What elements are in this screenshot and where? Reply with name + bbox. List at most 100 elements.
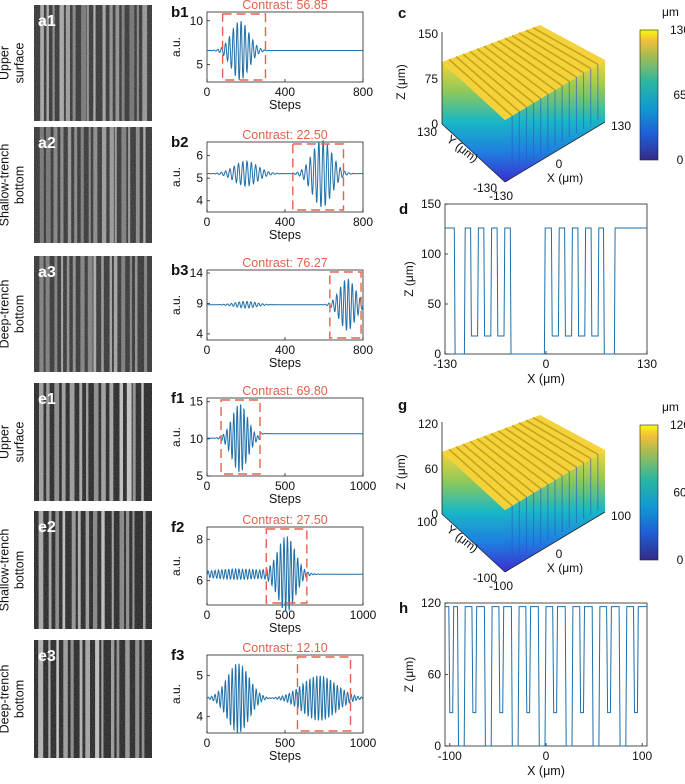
colorbar [639, 424, 659, 561]
caption-line: Shallow-trench [0, 529, 12, 612]
x-tick-label: 1000 [350, 608, 377, 622]
surface-ridge [476, 438, 542, 490]
colorbar-unit: μm [662, 400, 679, 414]
y-axis-label: a.u. [169, 37, 183, 57]
micrograph-caption: Shallow-trenchbottom [0, 529, 27, 612]
surface-ridge [518, 422, 584, 464]
contrast-box [329, 271, 362, 339]
surface-ridge [525, 29, 592, 70]
caption-line: Deep-trench [0, 280, 12, 349]
contrast-box [292, 143, 345, 211]
caption-line: surface [13, 42, 27, 83]
x-tick-label: 0 [204, 479, 211, 493]
x-tick-label: 0 [204, 85, 211, 99]
plot-frame [206, 397, 364, 477]
chart-b1: 0 400 800 5 10 Contrast: 56.85 b1 a.u. Steps [169, 0, 373, 112]
micrograph-a3: a3 Deep-trenchbottom [0, 256, 152, 372]
caption-line: bottom [13, 680, 27, 718]
surface-ridge [448, 448, 513, 507]
y-tick-label: 14 [190, 266, 204, 280]
panel-label-c: c [398, 5, 406, 22]
x-axis-label: Steps [269, 492, 301, 506]
surface-ridge [504, 427, 570, 473]
panel-label-a2: a2 [38, 135, 56, 152]
colorbar-tick-label: 60 [673, 486, 685, 500]
x-tick-label: 0 [556, 547, 563, 561]
y-tick-label: 50 [428, 297, 442, 311]
y-tick-label: 100 [417, 515, 437, 529]
colorbar-unit: μm [662, 5, 679, 19]
x-axis-label: Steps [269, 356, 301, 370]
x-tick-label: -100 [489, 579, 513, 593]
micrograph-e2: e2 Shallow-trenchbottom [0, 511, 152, 629]
y-tick-label: -130 [473, 181, 497, 195]
x-axis-label: Steps [269, 749, 301, 763]
x-tick-label: 0 [556, 157, 563, 171]
x-tick-label: 800 [353, 343, 373, 357]
y-tick-label: 10 [190, 432, 204, 446]
caption-line: bottom [13, 166, 27, 204]
y-axis [441, 123, 506, 183]
profile-line [445, 606, 647, 747]
x-tick-label: 100 [632, 749, 652, 763]
panel-label-e3: e3 [38, 648, 56, 665]
y-tick-label: 4 [196, 327, 203, 341]
micrograph-caption: Uppersurface [0, 421, 27, 462]
y-axis-label: Z (μm) [402, 657, 416, 693]
x-tick-label: -100 [438, 749, 462, 763]
colorbar-tick-label: 65 [673, 88, 685, 102]
y-tick-label: 130 [417, 125, 437, 139]
y-tick-label: -100 [473, 571, 497, 585]
micrograph-a2: a2 Shallow-trenchbottom [0, 127, 152, 243]
colorbar-tick-label: 0 [677, 553, 684, 567]
micrograph-e3: e3 Deep-trenchbottom [0, 640, 152, 758]
chart-f2: 0 500 1000 6 8 Contrast: 27.50 f2 a.u. Steps [169, 513, 377, 635]
chart-b3: 0 400 800 4 9 14 Contrast: 76.27 b3 a.u. Steps [169, 256, 373, 370]
surface-ridge [490, 432, 556, 481]
micrograph-caption: Shallow-trenchbottom [0, 144, 27, 227]
colorbar-tick-label: 0 [677, 153, 684, 167]
x-tick-label: -130 [433, 357, 457, 371]
x-tick-label: 500 [275, 736, 295, 750]
y-tick-label: 5 [196, 469, 203, 483]
x-tick-label: -130 [489, 189, 513, 203]
x-axis-label: Steps [269, 621, 301, 635]
surface-ridge [497, 40, 563, 87]
y-tick-label: 5 [196, 171, 203, 185]
surface-wall-left [442, 452, 505, 572]
contrast-box [220, 399, 261, 475]
z-axis-label: Z (μm) [394, 454, 408, 490]
caption-line: Deep-trench [0, 665, 12, 734]
surface-wall-left [442, 62, 505, 182]
z-tick-label: 0 [431, 117, 438, 131]
y-axis-label: a.u. [169, 167, 183, 187]
y-axis-label: a.u. [169, 427, 183, 447]
panel-label-b1: b1 [171, 4, 189, 21]
panel-label-f3: f3 [171, 647, 184, 664]
micrograph-noise [34, 256, 152, 372]
plot-frame [444, 203, 648, 355]
panel-label-f2: f2 [171, 519, 184, 536]
y-tick-label: 8 [196, 532, 203, 546]
micrograph-caption: Deep-trenchbottom [0, 280, 27, 349]
surface-ridge [532, 26, 599, 65]
panel-label-f1: f1 [171, 390, 184, 407]
signal-line [207, 278, 364, 331]
z-tick-label: 60 [425, 462, 439, 476]
panel-label-b3: b3 [171, 262, 189, 279]
micrograph-noise [34, 511, 152, 629]
x-tick-label: 100 [611, 509, 631, 523]
z-axis-label: Z (μm) [394, 64, 408, 100]
micrograph-caption: Uppersurface [0, 42, 27, 83]
caption-line: Shallow-trench [0, 144, 12, 227]
x-axis-label: X (μm) [527, 764, 565, 778]
surface-ridge [448, 58, 513, 117]
micrograph-caption: Deep-trenchbottom [0, 665, 27, 734]
chart-title: Contrast: 76.27 [242, 256, 328, 270]
surface-ridge [532, 416, 599, 455]
micrograph-noise [34, 383, 152, 501]
x-tick-label: 0 [543, 749, 550, 763]
